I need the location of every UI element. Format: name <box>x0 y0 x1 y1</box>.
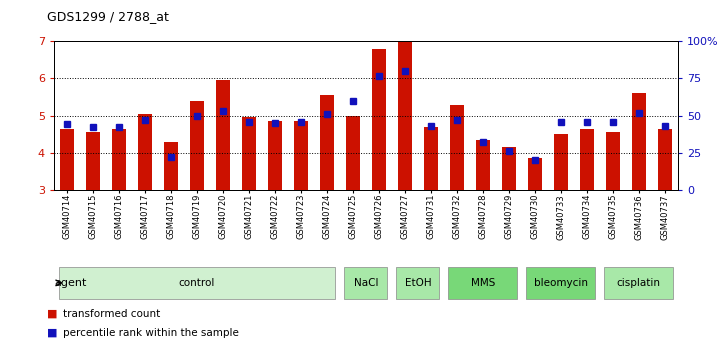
Bar <box>242 117 256 190</box>
Bar <box>138 114 152 190</box>
Bar <box>345 267 387 299</box>
Bar <box>580 129 594 190</box>
Text: ■: ■ <box>47 309 58 319</box>
Bar <box>424 127 438 190</box>
Bar <box>58 267 335 299</box>
Bar <box>604 267 673 299</box>
Text: ■: ■ <box>47 328 58 338</box>
Bar <box>528 158 542 190</box>
Bar <box>267 121 282 190</box>
Text: agent: agent <box>55 278 87 288</box>
Text: transformed count: transformed count <box>63 309 160 319</box>
Bar <box>554 134 568 190</box>
Bar <box>658 129 672 190</box>
Text: percentile rank within the sample: percentile rank within the sample <box>63 328 239 338</box>
Bar <box>372 49 386 190</box>
Bar <box>502 147 516 190</box>
Bar <box>346 116 360 190</box>
Bar <box>190 101 204 190</box>
Bar <box>398 41 412 190</box>
Text: GDS1299 / 2788_at: GDS1299 / 2788_at <box>47 10 169 23</box>
Bar <box>606 132 620 190</box>
Text: cisplatin: cisplatin <box>616 278 660 288</box>
Bar <box>476 140 490 190</box>
Text: bleomycin: bleomycin <box>534 278 588 288</box>
Bar <box>112 129 126 190</box>
Bar <box>448 267 517 299</box>
Bar <box>397 267 439 299</box>
Text: NaCl: NaCl <box>354 278 378 288</box>
Text: MMS: MMS <box>471 278 495 288</box>
Bar <box>216 80 230 190</box>
Bar <box>450 105 464 190</box>
Bar <box>86 132 100 190</box>
Bar <box>164 141 178 190</box>
Text: control: control <box>179 278 215 288</box>
Bar <box>526 267 596 299</box>
Bar <box>293 121 308 190</box>
Bar <box>632 93 646 190</box>
Text: EtOH: EtOH <box>404 278 431 288</box>
Bar <box>60 129 74 190</box>
Bar <box>320 95 334 190</box>
